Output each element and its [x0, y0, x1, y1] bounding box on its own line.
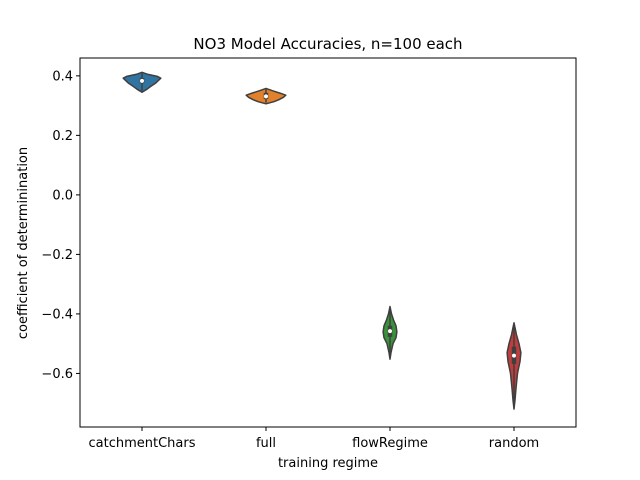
violins	[122, 71, 522, 410]
median-marker	[140, 78, 144, 83]
x-tick-label: full	[256, 436, 276, 451]
y-tick-label: −0.6	[41, 367, 73, 382]
chart-title: NO3 Model Accuracies, n=100 each	[193, 35, 462, 53]
violin-flowRegime	[382, 305, 398, 360]
y-tick-label: 0.0	[52, 188, 73, 203]
y-axis: 0.4 0.2 0.0 −0.2 −0.4 −0.6	[41, 69, 80, 382]
median-marker	[388, 329, 392, 334]
median-marker	[512, 353, 516, 358]
y-tick-label: 0.2	[52, 129, 73, 144]
plot-area-frame	[79, 57, 577, 428]
x-axis-label: training regime	[278, 456, 378, 471]
violin-full	[245, 87, 287, 105]
y-tick-label: 0.4	[52, 69, 73, 84]
y-tick-label: −0.2	[41, 248, 73, 263]
x-tick-label: catchmentChars	[89, 436, 196, 451]
median-marker	[264, 94, 268, 99]
x-tick-label: random	[489, 436, 539, 451]
y-tick-label: −0.4	[41, 307, 73, 322]
violin-random	[506, 322, 522, 410]
violin-catchmentChars	[122, 71, 162, 93]
y-axis-label: coefficient of determinination	[16, 147, 31, 339]
x-tick-label: flowRegime	[352, 436, 428, 451]
x-axis: catchmentChars full flowRegime random	[89, 427, 539, 451]
